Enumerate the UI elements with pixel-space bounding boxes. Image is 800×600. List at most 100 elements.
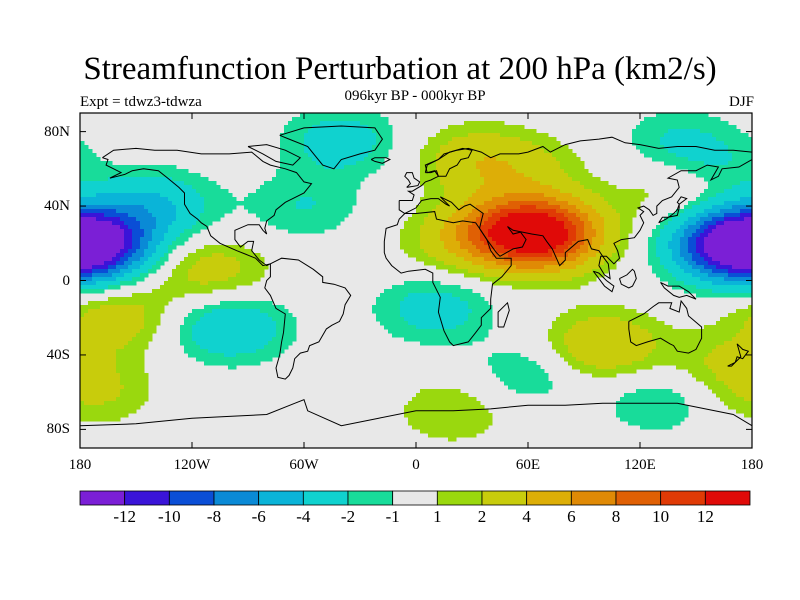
field-cell	[144, 385, 149, 390]
field-cell	[148, 245, 153, 250]
field-cell	[432, 301, 437, 306]
field-cell	[220, 269, 225, 274]
field-cell	[216, 193, 221, 198]
field-cell	[448, 217, 453, 222]
field-cell	[208, 341, 213, 346]
field-cell	[260, 217, 265, 222]
field-cell	[124, 201, 129, 206]
field-cell	[520, 257, 525, 262]
field-cell	[492, 233, 497, 238]
field-cell	[416, 221, 421, 226]
field-cell	[456, 205, 461, 210]
field-cell	[252, 345, 257, 350]
field-cell	[456, 133, 461, 138]
field-cell	[520, 361, 525, 366]
field-cell	[492, 365, 497, 370]
field-cell	[148, 321, 153, 326]
field-cell	[96, 181, 101, 186]
field-cell	[132, 209, 137, 214]
field-cell	[452, 169, 457, 174]
field-cell	[488, 125, 493, 130]
field-cell	[524, 213, 529, 218]
field-cell	[536, 221, 541, 226]
field-cell	[116, 273, 121, 278]
field-cell	[444, 161, 449, 166]
field-cell	[308, 189, 313, 194]
field-cell	[84, 317, 89, 322]
field-cell	[132, 297, 137, 302]
field-cell	[100, 177, 105, 182]
field-cell	[536, 161, 541, 166]
field-cell	[132, 393, 137, 398]
field-cell	[192, 205, 197, 210]
field-cell	[200, 213, 205, 218]
field-cell	[192, 253, 197, 258]
field-cell	[372, 145, 377, 150]
field-cell	[324, 117, 329, 122]
field-cell	[92, 273, 97, 278]
field-cell	[248, 281, 253, 286]
field-cell	[80, 197, 85, 202]
field-cell	[164, 197, 169, 202]
field-cell	[472, 217, 477, 222]
field-cell	[172, 209, 177, 214]
field-cell	[564, 205, 569, 210]
field-cell	[284, 185, 289, 190]
field-cell	[128, 237, 133, 242]
field-cell	[132, 189, 137, 194]
field-cell	[328, 145, 333, 150]
field-cell	[112, 277, 117, 282]
field-cell	[348, 209, 353, 214]
field-cell	[552, 273, 557, 278]
field-cell	[452, 389, 457, 394]
field-cell	[556, 221, 561, 226]
field-cell	[460, 145, 465, 150]
field-cell	[200, 337, 205, 342]
field-cell	[508, 129, 513, 134]
field-cell	[248, 313, 253, 318]
field-cell	[208, 201, 213, 206]
field-cell	[288, 337, 293, 342]
field-cell	[476, 125, 481, 130]
field-cell	[132, 281, 137, 286]
field-cell	[92, 253, 97, 258]
field-cell	[124, 241, 129, 246]
field-cell	[168, 197, 173, 202]
field-cell	[292, 229, 297, 234]
field-cell	[496, 273, 501, 278]
field-cell	[444, 165, 449, 170]
field-cell	[448, 417, 453, 422]
field-cell	[432, 253, 437, 258]
field-cell	[400, 293, 405, 298]
field-cell	[284, 345, 289, 350]
field-cell	[336, 189, 341, 194]
field-cell	[132, 233, 137, 238]
field-cell	[292, 173, 297, 178]
field-cell	[464, 297, 469, 302]
field-cell	[332, 185, 337, 190]
field-cell	[108, 233, 113, 238]
field-cell	[472, 297, 477, 302]
field-cell	[540, 201, 545, 206]
field-cell	[428, 321, 433, 326]
field-cell	[524, 377, 529, 382]
field-cell	[440, 261, 445, 266]
field-cell	[440, 225, 445, 230]
field-cell	[436, 213, 441, 218]
field-cell	[292, 197, 297, 202]
field-cell	[236, 317, 241, 322]
field-cell	[292, 193, 297, 198]
field-cell	[96, 205, 101, 210]
field-cell	[116, 221, 121, 226]
field-cell	[180, 173, 185, 178]
field-cell	[148, 317, 153, 322]
field-cell	[116, 189, 121, 194]
field-cell	[176, 289, 181, 294]
field-cell	[468, 217, 473, 222]
field-cell	[120, 321, 125, 326]
field-cell	[116, 257, 121, 262]
field-cell	[136, 405, 141, 410]
field-cell	[452, 325, 457, 330]
field-cell	[456, 393, 461, 398]
field-cell	[396, 317, 401, 322]
